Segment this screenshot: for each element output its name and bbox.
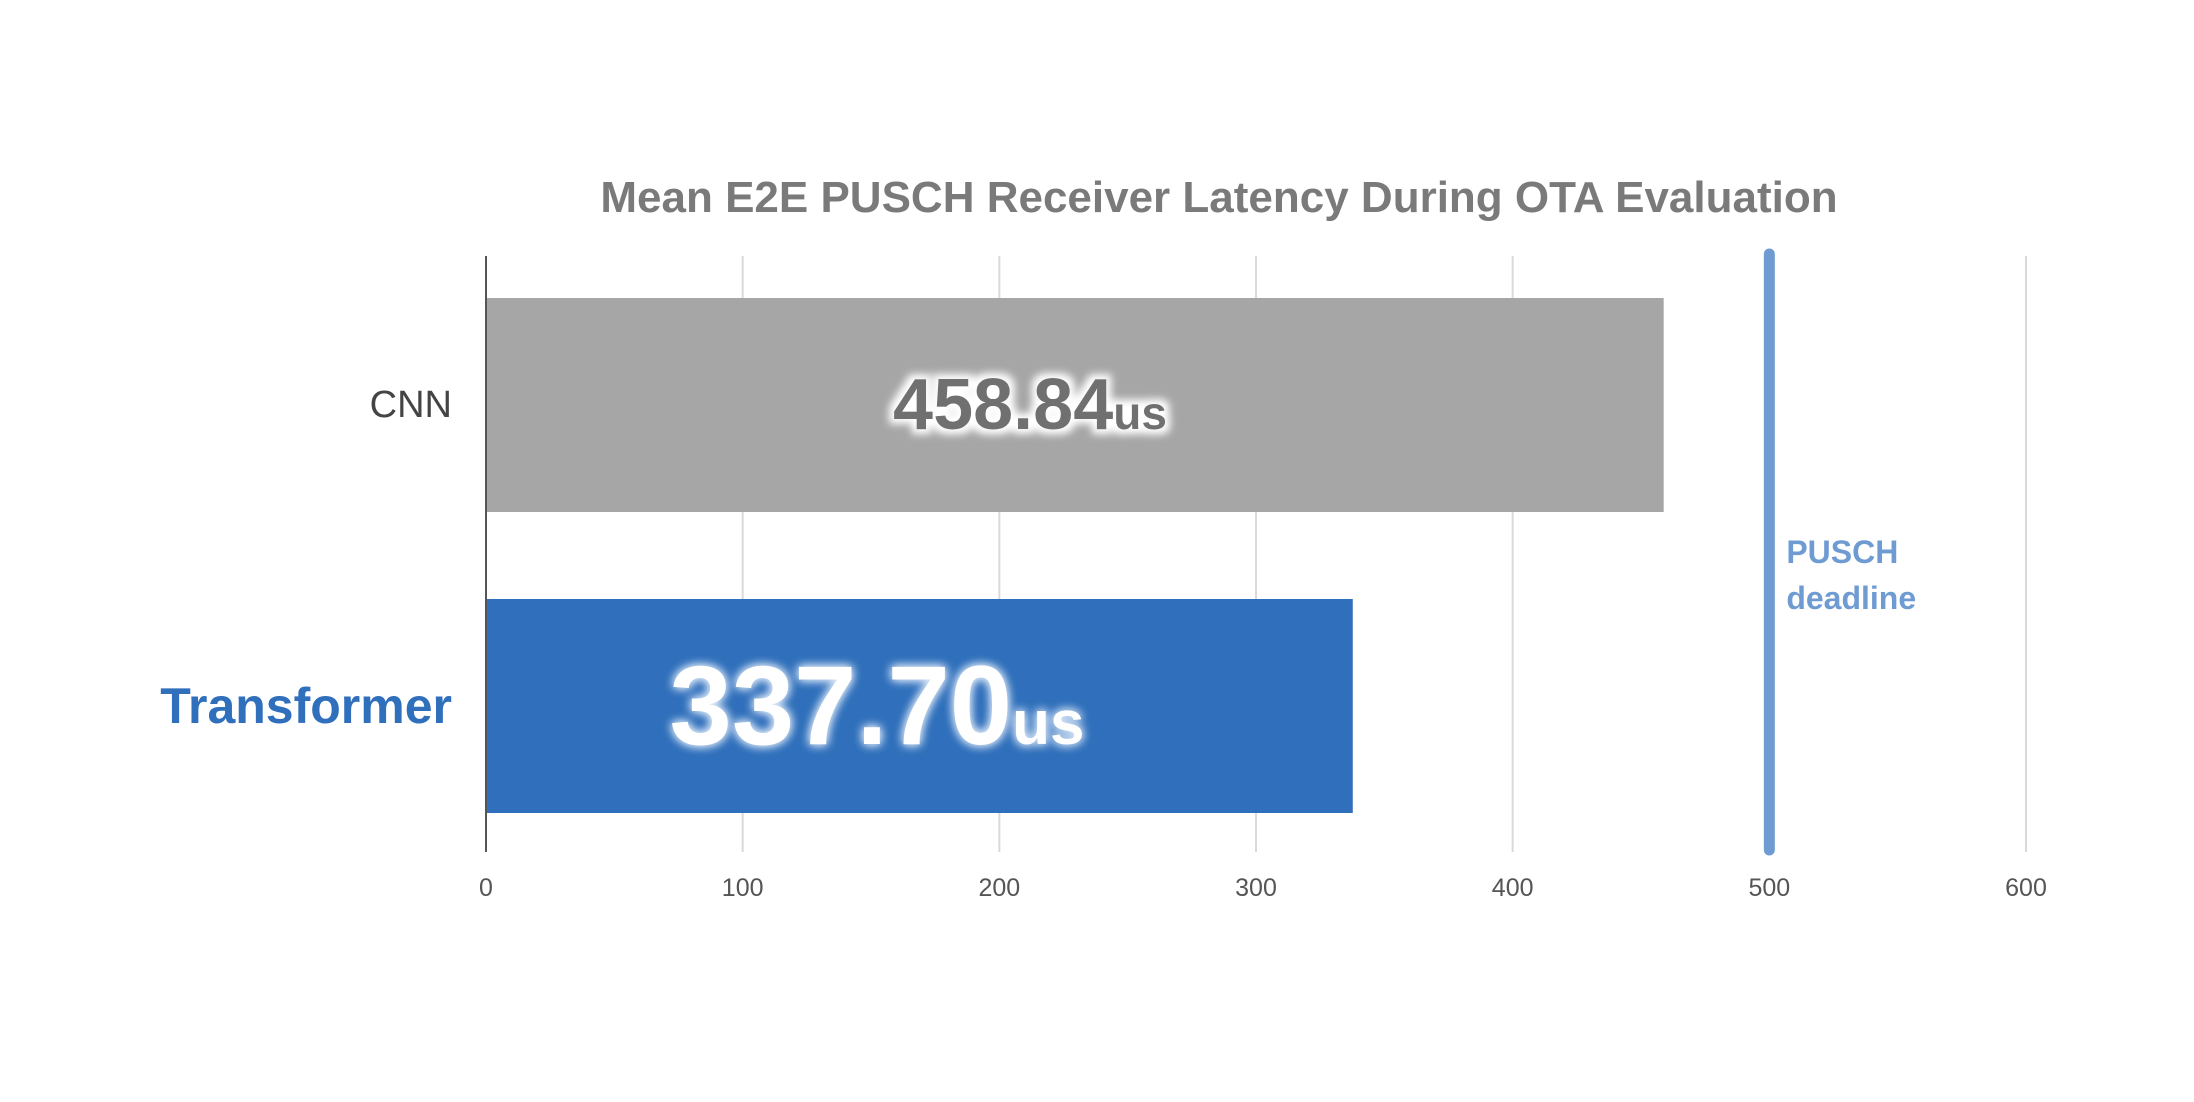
deadline-label-line: deadline <box>1786 580 1916 616</box>
x-tick-label: 600 <box>2005 874 2047 902</box>
bar-transformer <box>486 599 1353 813</box>
category-label-transformer: Transformer <box>160 678 452 734</box>
deadline-label-line: PUSCH <box>1786 534 1898 570</box>
x-tick-label: 500 <box>1748 874 1790 902</box>
value-number: 458.84 <box>893 365 1113 445</box>
category-label-cnn: CNN <box>370 384 452 426</box>
value-number: 337.70 <box>670 643 1013 768</box>
value-label-cnn: 458.84us <box>893 365 1167 445</box>
x-tick-label: 100 <box>722 874 764 902</box>
category-labels: CNN Transformer <box>160 384 452 734</box>
chart-title: Mean E2E PUSCH Receiver Latency During O… <box>600 173 1837 222</box>
deadline-reference: PUSCH deadline <box>1763 248 1916 856</box>
value-unit: us <box>1012 689 1084 758</box>
value-label-transformer: 337.70us <box>670 643 1085 768</box>
x-tick-label: 200 <box>978 874 1020 902</box>
x-tick-label: 400 <box>1492 874 1534 902</box>
deadline-label: PUSCH deadline <box>1786 534 1916 616</box>
value-unit: us <box>1113 387 1167 439</box>
bar-cnn <box>486 298 1664 512</box>
x-tick-label: 0 <box>479 874 493 902</box>
x-tick-label: 300 <box>1235 874 1277 902</box>
x-axis: 0 100 200 300 400 500 600 <box>479 256 2047 902</box>
